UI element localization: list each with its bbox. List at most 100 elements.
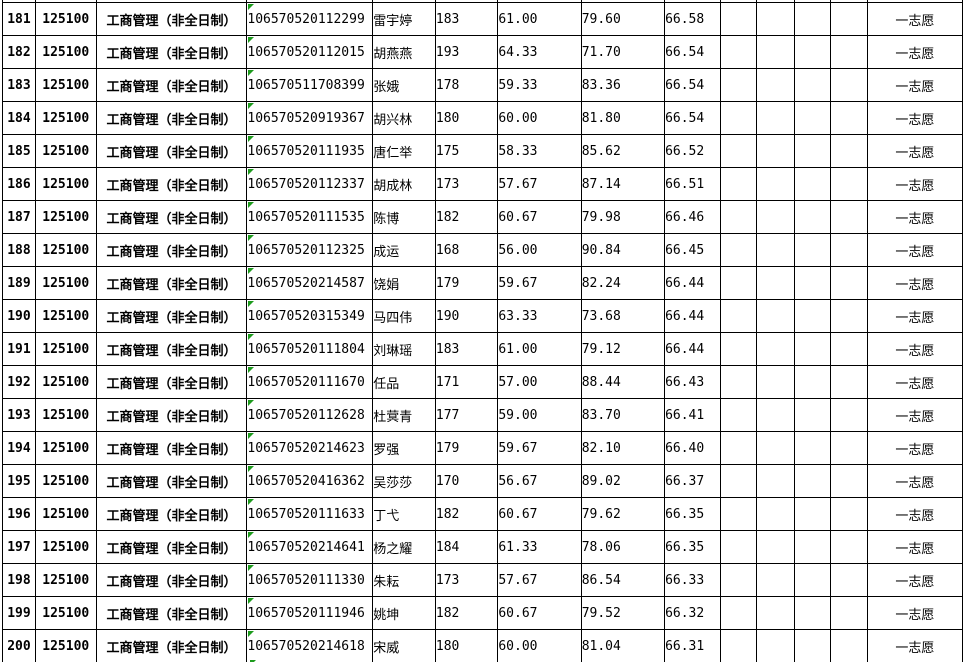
score-b-cell[interactable]: 59.00 [497, 398, 582, 432]
empty-cell[interactable] [793, 35, 832, 69]
score-b-cell[interactable]: 57.67 [497, 167, 582, 201]
major-code-cell[interactable]: 125100 [34, 2, 97, 36]
empty-cell[interactable] [830, 563, 868, 597]
score-d-cell[interactable]: 66.35 [664, 497, 721, 531]
empty-cell[interactable] [830, 68, 868, 102]
empty-cell[interactable] [830, 332, 868, 366]
score-c-cell[interactable]: 79.62 [580, 497, 666, 531]
major-code-cell[interactable]: 125100 [34, 497, 97, 531]
row-index-cell[interactable]: 185 [2, 134, 36, 168]
candidate-name-cell[interactable]: 陈博 [372, 200, 436, 234]
candidate-name-cell[interactable]: 胡成林 [372, 167, 436, 201]
candidate-name-cell[interactable]: 吴莎莎 [372, 464, 436, 498]
candidate-name-cell[interactable]: 罗强 [372, 431, 436, 465]
major-code-cell[interactable]: 125100 [34, 35, 97, 69]
candidate-name-cell[interactable]: 刘琳瑶 [372, 332, 436, 366]
exam-number-cell[interactable]: 106570511708399 [246, 68, 374, 102]
major-name-cell[interactable]: 工商管理（非全日制） [95, 233, 248, 267]
empty-cell[interactable] [719, 134, 758, 168]
admission-category-cell[interactable]: 一志愿 [866, 530, 963, 564]
row-index-cell[interactable]: 191 [2, 332, 36, 366]
major-code-cell[interactable]: 125100 [34, 365, 97, 399]
score-d-cell[interactable]: 66.46 [664, 200, 721, 234]
major-name-cell[interactable]: 工商管理（非全日制） [95, 2, 248, 36]
empty-cell[interactable] [830, 200, 868, 234]
major-code-cell[interactable]: 125100 [34, 134, 97, 168]
score-b-cell[interactable]: 64.33 [497, 35, 582, 69]
empty-cell[interactable] [830, 233, 868, 267]
exam-number-cell[interactable]: 106570520214641 [246, 530, 374, 564]
score-b-cell[interactable]: 59.67 [497, 266, 582, 300]
row-index-cell[interactable]: 181 [2, 2, 36, 36]
major-name-cell[interactable]: 工商管理（非全日制） [95, 431, 248, 465]
candidate-name-cell[interactable]: 宋威 [372, 629, 436, 662]
empty-cell[interactable] [719, 398, 758, 432]
empty-cell[interactable] [719, 200, 758, 234]
candidate-name-cell[interactable]: 胡燕燕 [372, 35, 436, 69]
row-index-cell[interactable]: 200 [2, 629, 36, 662]
major-name-cell[interactable]: 工商管理（非全日制） [95, 167, 248, 201]
score-a-cell[interactable]: 183 [434, 332, 499, 366]
empty-cell[interactable] [756, 563, 795, 597]
exam-number-cell[interactable]: 106570520919367 [246, 101, 374, 135]
exam-number-cell[interactable]: 106570520112299 [246, 2, 374, 36]
score-b-cell[interactable]: 60.00 [497, 101, 582, 135]
admission-category-cell[interactable]: 一志愿 [866, 2, 963, 36]
empty-cell[interactable] [756, 68, 795, 102]
score-a-cell[interactable]: 183 [434, 2, 499, 36]
candidate-name-cell[interactable]: 姚坤 [372, 596, 436, 630]
score-c-cell[interactable]: 81.04 [580, 629, 666, 662]
empty-cell[interactable] [793, 398, 832, 432]
candidate-name-cell[interactable]: 马四伟 [372, 299, 436, 333]
exam-number-cell[interactable]: 106570520111535 [246, 200, 374, 234]
major-name-cell[interactable]: 工商管理（非全日制） [95, 563, 248, 597]
empty-cell[interactable] [793, 530, 832, 564]
admission-category-cell[interactable]: 一志愿 [866, 596, 963, 630]
empty-cell[interactable] [793, 200, 832, 234]
empty-cell[interactable] [793, 167, 832, 201]
empty-cell[interactable] [830, 299, 868, 333]
score-a-cell[interactable]: 168 [434, 233, 499, 267]
exam-number-cell[interactable]: 106570520315349 [246, 299, 374, 333]
row-index-cell[interactable]: 184 [2, 101, 36, 135]
empty-cell[interactable] [719, 167, 758, 201]
empty-cell[interactable] [793, 431, 832, 465]
empty-cell[interactable] [830, 398, 868, 432]
empty-cell[interactable] [719, 2, 758, 36]
row-index-cell[interactable]: 190 [2, 299, 36, 333]
major-name-cell[interactable]: 工商管理（非全日制） [95, 299, 248, 333]
score-b-cell[interactable]: 59.33 [497, 68, 582, 102]
major-code-cell[interactable]: 125100 [34, 431, 97, 465]
row-index-cell[interactable]: 195 [2, 464, 36, 498]
score-b-cell[interactable]: 57.00 [497, 365, 582, 399]
empty-cell[interactable] [830, 530, 868, 564]
major-code-cell[interactable]: 125100 [34, 464, 97, 498]
score-a-cell[interactable]: 177 [434, 398, 499, 432]
major-code-cell[interactable]: 125100 [34, 167, 97, 201]
candidate-name-cell[interactable]: 成运 [372, 233, 436, 267]
score-b-cell[interactable]: 61.00 [497, 2, 582, 36]
candidate-name-cell[interactable]: 杜蓂青 [372, 398, 436, 432]
score-c-cell[interactable]: 87.14 [580, 167, 666, 201]
exam-number-cell[interactable]: 106570520111670 [246, 365, 374, 399]
exam-number-cell[interactable]: 106570520112337 [246, 167, 374, 201]
score-d-cell[interactable]: 66.40 [664, 431, 721, 465]
major-code-cell[interactable]: 125100 [34, 299, 97, 333]
admission-category-cell[interactable]: 一志愿 [866, 497, 963, 531]
score-d-cell[interactable]: 66.54 [664, 35, 721, 69]
score-d-cell[interactable]: 66.52 [664, 134, 721, 168]
score-c-cell[interactable]: 83.70 [580, 398, 666, 432]
exam-number-cell[interactable]: 106570520111935 [246, 134, 374, 168]
major-code-cell[interactable]: 125100 [34, 101, 97, 135]
exam-number-cell[interactable]: 106570520111804 [246, 332, 374, 366]
empty-cell[interactable] [719, 365, 758, 399]
admission-category-cell[interactable]: 一志愿 [866, 365, 963, 399]
admission-category-cell[interactable]: 一志愿 [866, 266, 963, 300]
score-a-cell[interactable]: 175 [434, 134, 499, 168]
empty-cell[interactable] [793, 365, 832, 399]
score-c-cell[interactable]: 85.62 [580, 134, 666, 168]
score-a-cell[interactable]: 178 [434, 68, 499, 102]
major-name-cell[interactable]: 工商管理（非全日制） [95, 266, 248, 300]
candidate-name-cell[interactable]: 任品 [372, 365, 436, 399]
score-c-cell[interactable]: 79.12 [580, 332, 666, 366]
